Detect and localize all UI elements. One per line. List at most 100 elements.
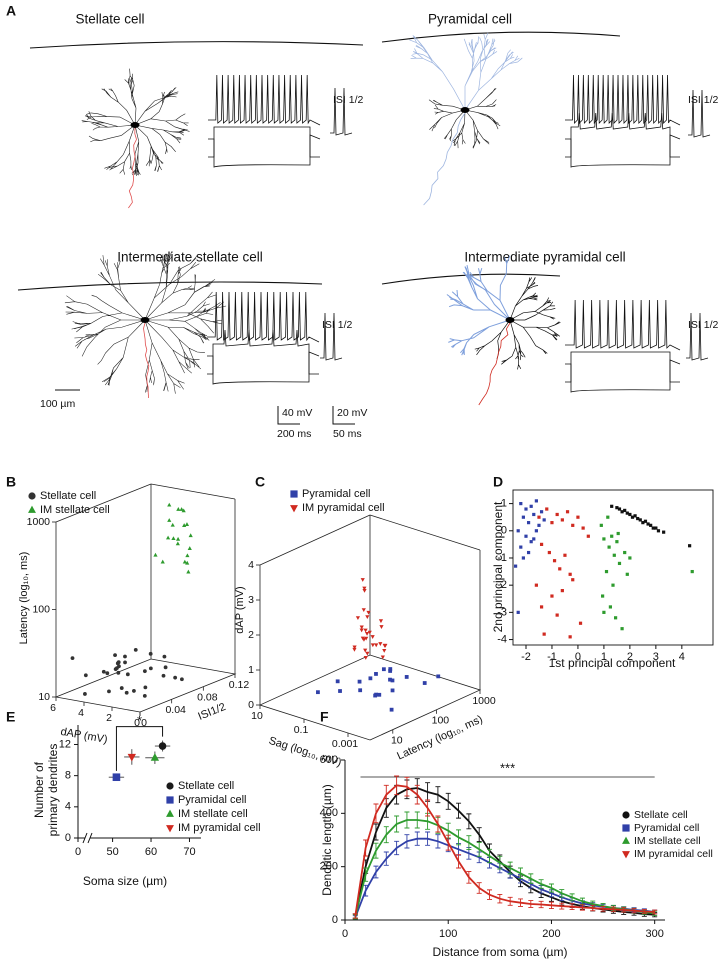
point [148, 651, 153, 656]
scale-label: 100 µm [40, 398, 75, 410]
y-tick-label: 3 [248, 594, 254, 606]
x-tick-label: 0 [75, 846, 81, 858]
x-tick-label: 100 [439, 928, 457, 940]
point [373, 693, 378, 698]
axis-box [55, 483, 152, 523]
scale-label: 20 mV [337, 407, 367, 419]
point [365, 651, 370, 656]
panel-label: A [6, 3, 16, 19]
point [160, 559, 165, 564]
point [617, 507, 622, 511]
point [363, 628, 368, 633]
point [355, 616, 361, 621]
point [382, 649, 387, 653]
point [550, 594, 554, 598]
point [125, 672, 130, 677]
axis-break-gap [85, 833, 90, 843]
legend-label: Stellate cell [40, 490, 96, 502]
axon [143, 322, 150, 399]
point [625, 511, 629, 515]
point [142, 669, 147, 674]
axis-box [150, 483, 236, 500]
point [181, 508, 186, 513]
point [606, 515, 610, 519]
voltage-trace [320, 312, 343, 361]
z-tick-label: 0 [134, 717, 140, 729]
dendrites [428, 88, 501, 149]
point [162, 654, 167, 659]
dendrites [446, 255, 511, 356]
point [542, 518, 546, 522]
legend-label: Pyramidal cell [178, 794, 246, 806]
voltage-trace [565, 74, 681, 126]
axis-label: 1st principal component [549, 656, 676, 670]
point [360, 636, 365, 641]
soma [140, 317, 150, 323]
series-line [354, 784, 655, 917]
point [638, 518, 642, 522]
point [586, 534, 590, 538]
y-tick-label: 200 [320, 861, 338, 873]
x-tick-label: -2 [521, 651, 531, 663]
series-line [354, 787, 655, 917]
voltage-trace [565, 359, 681, 393]
point [436, 674, 441, 679]
x-tick-label: 0 [342, 928, 348, 940]
point [563, 553, 567, 557]
legend-marker [166, 796, 174, 804]
legend-marker [28, 492, 36, 500]
point [630, 515, 635, 519]
point [524, 507, 528, 511]
point [555, 613, 559, 617]
point [352, 647, 357, 652]
point [422, 681, 427, 685]
point [539, 542, 544, 546]
legend-marker [166, 782, 174, 790]
scale-bar [277, 406, 300, 425]
point [513, 564, 518, 568]
point [119, 686, 124, 690]
point [112, 773, 121, 782]
plot-frame [512, 489, 714, 646]
voltage-trace [207, 351, 320, 385]
pia-surface [29, 41, 364, 49]
point [613, 616, 618, 620]
panel-label: B [6, 474, 16, 490]
point [116, 670, 121, 675]
scale-bars [55, 389, 355, 425]
point [361, 608, 366, 612]
point [378, 619, 384, 624]
point [124, 690, 129, 695]
y-tick-label: 100 [32, 603, 50, 615]
point [163, 665, 168, 670]
y-tick-label: 0 [501, 525, 507, 537]
point [529, 504, 533, 508]
voltage-trace [207, 291, 320, 343]
point [107, 689, 111, 694]
point [364, 631, 370, 636]
dendrites [64, 251, 227, 394]
soma [460, 107, 470, 113]
point [113, 653, 117, 657]
point [132, 689, 136, 693]
axis-label: ISI1/2 [196, 701, 227, 723]
axis-label: Dendritic length (µm) [320, 784, 334, 896]
significance-bracket [115, 726, 164, 771]
isi-label: ISI 1/2 [333, 94, 364, 106]
point [368, 676, 373, 681]
point [188, 533, 193, 538]
point [537, 515, 541, 519]
panel-label: D [493, 474, 503, 490]
point [565, 510, 570, 514]
point [524, 534, 528, 538]
x-tick-label: 0.12 [229, 679, 250, 691]
point [604, 569, 609, 574]
point [656, 529, 661, 533]
point [316, 690, 320, 695]
isi-label: ISI 1/2 [688, 94, 719, 106]
axis-label: Distance from soma (µm) [433, 945, 568, 959]
point [620, 627, 624, 631]
dendrites [409, 32, 523, 111]
point [662, 530, 666, 534]
point [623, 508, 627, 512]
